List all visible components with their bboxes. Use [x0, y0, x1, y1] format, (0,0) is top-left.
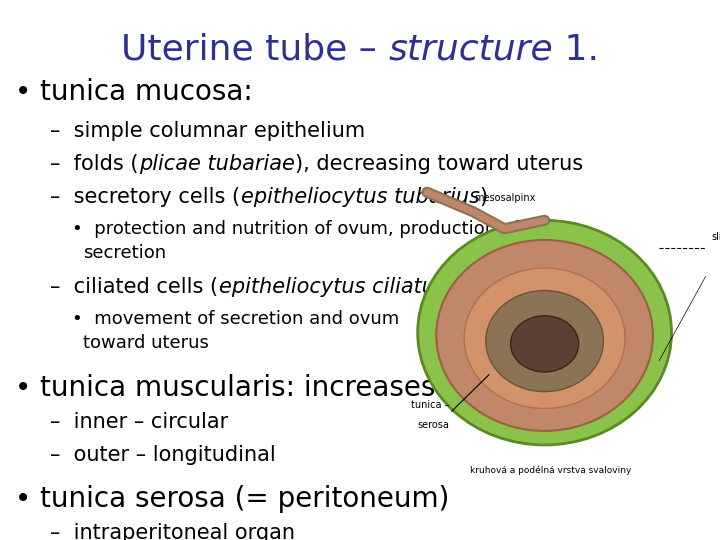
Text: –  folds (: – folds ( — [50, 154, 139, 174]
Text: plicae tubariae: plicae tubariae — [139, 154, 294, 174]
Text: tunica –: tunica – — [412, 401, 450, 410]
Text: 1.: 1. — [553, 33, 599, 67]
Text: –  ciliated cells (: – ciliated cells ( — [50, 277, 219, 297]
Ellipse shape — [464, 268, 625, 408]
Text: –  outer – longitudinal: – outer – longitudinal — [50, 445, 276, 465]
Text: epitheliocytus tubarius: epitheliocytus tubarius — [240, 187, 480, 207]
Text: •: • — [14, 374, 31, 402]
Text: mesosalpinx: mesosalpinx — [474, 193, 535, 202]
Text: –  intraperitoneal organ: – intraperitoneal organ — [50, 523, 295, 540]
Text: tunica muscularis: increases: tunica muscularis: increases — [40, 374, 435, 402]
Text: serosa: serosa — [418, 420, 449, 430]
Text: –  inner – circular: – inner – circular — [50, 412, 229, 432]
Text: •  movement of secretion and ovum: • movement of secretion and ovum — [72, 309, 400, 328]
Text: structure: structure — [388, 33, 553, 67]
Text: secretion: secretion — [83, 244, 166, 262]
Text: kruhová a podélná vrstva svaloviny: kruhová a podélná vrstva svaloviny — [470, 465, 631, 475]
Ellipse shape — [418, 220, 672, 445]
Ellipse shape — [436, 240, 653, 431]
Text: •: • — [14, 78, 31, 106]
Text: ), decreasing toward uterus: ), decreasing toward uterus — [294, 154, 583, 174]
Ellipse shape — [510, 316, 579, 372]
Text: Uterine tube –: Uterine tube – — [121, 33, 388, 67]
Ellipse shape — [486, 291, 603, 392]
Text: ): ) — [446, 277, 454, 297]
Text: •  protection and nutrition of ovum, production of tubar: • protection and nutrition of ovum, prod… — [72, 220, 573, 238]
Text: epitheliocytus ciliatus: epitheliocytus ciliatus — [219, 277, 446, 297]
Text: –  secretory cells (: – secretory cells ( — [50, 187, 240, 207]
Text: ): ) — [480, 187, 487, 207]
Text: tunica mucosa:: tunica mucosa: — [40, 78, 252, 106]
Text: toward uterus: toward uterus — [83, 334, 209, 352]
Text: •: • — [14, 485, 31, 514]
Text: –  simple columnar epithelium: – simple columnar epithelium — [50, 121, 366, 141]
Text: tunica serosa (= peritoneum): tunica serosa (= peritoneum) — [40, 485, 449, 514]
Text: sliznice: sliznice — [712, 232, 720, 242]
